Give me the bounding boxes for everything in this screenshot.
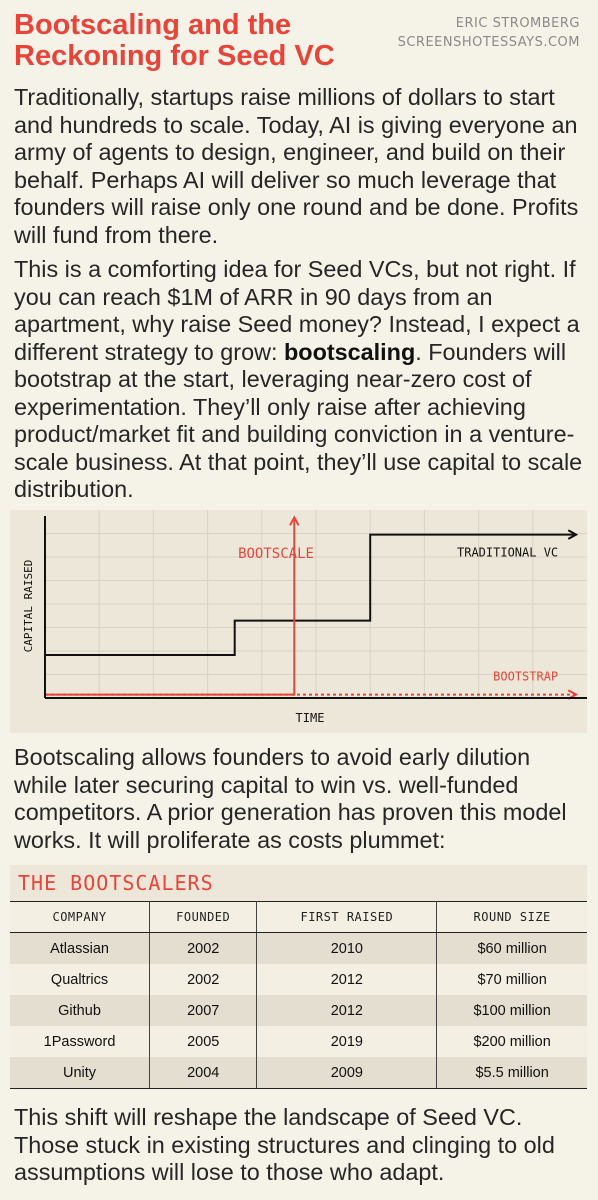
series-line-traditional-vc [45,533,577,656]
column-header-founded: FOUNDED [149,901,258,933]
cell-first-raised: 2012 [256,964,438,995]
arrowhead-icon [567,529,579,540]
cell-founded: 2007 [149,995,258,1026]
thesis-text-start: This is a comforting idea for Seed VCs, … [14,256,580,365]
annotation-bootscale: BOOTSCALE [238,546,314,562]
cell-round-size: $70 million [436,964,587,995]
column-header-round-size: ROUND SIZE [436,901,587,933]
cell-company: Atlassian [10,932,151,964]
paragraph-evidence: Bootscaling allows founders to avoid ear… [14,744,567,853]
cell-round-size: $60 million [436,932,587,964]
chart-svg: TIME CAPITAL RAISED BOOTSCALE TRADITIONA… [22,510,587,725]
byline: ERIC STROMBERG SCREENSHOTESSAYS.COM [398,14,580,52]
cell-round-size: $200 million [436,1026,587,1057]
bootscalers-table: COMPANY FOUNDED FIRST RAISED ROUND SIZE … [10,901,587,1089]
cell-first-raised: 2009 [256,1057,438,1089]
cell-first-raised: 2010 [256,932,438,964]
header: Bootscaling and the Reckoning for Seed V… [0,0,598,76]
cell-company: Qualtrics [10,964,151,995]
cell-founded: 2005 [149,1026,258,1057]
column-header-company: COMPANY [10,901,151,933]
chart-grid [45,510,587,698]
cell-founded: 2004 [149,1057,258,1089]
site-link[interactable]: SCREENSHOTESSAYS.COM [397,35,580,50]
cell-founded: 2002 [149,964,258,995]
table-header-row: COMPANY FOUNDED FIRST RAISED ROUND SIZE [10,901,587,933]
cell-company: Unity [10,1057,151,1089]
page-title: Bootscaling and the Reckoning for Seed V… [14,9,335,72]
chart-axes [44,516,587,699]
arrowhead-icon [289,515,300,526]
series-label-bootstrap: BOOTSTRAP [493,670,558,684]
cell-round-size: $100 million [436,995,587,1026]
cell-company: 1Password [10,1026,151,1057]
paragraph-thesis: This is a comforting idea for Seed VCs, … [0,256,598,504]
author-name: ERIC STROMBERG [455,16,580,31]
thesis-text-end: . Founders will bootstrap at the start, … [14,338,583,503]
table-row: Atlassian 2002 2010 $60 million [10,932,587,964]
table-row: 1Password 2005 2019 $200 million [10,1026,587,1057]
series-line-bootscale [45,517,296,696]
capital-chart: TIME CAPITAL RAISED BOOTSCALE TRADITIONA… [10,510,587,733]
table-row: Github 2007 2012 $100 million [10,995,587,1026]
paragraph-conclusion: This shift will reshape the landscape of… [14,1104,555,1185]
table-row: Qualtrics 2002 2012 $70 million [10,964,587,995]
chart-series [45,515,579,700]
cell-company: Github [10,995,151,1026]
paragraph-intro: Traditionally, startups raise millions o… [14,84,579,248]
table-title: THE BOOTSCALERS [18,871,214,895]
column-header-first-raised: FIRST RAISED [256,901,438,933]
x-axis-label: TIME [296,711,325,725]
cell-founded: 2002 [149,932,258,964]
cell-round-size: $5.5 million [436,1057,587,1089]
bootscalers-table-panel: THE BOOTSCALERS COMPANY FOUNDED FIRST RA… [10,865,587,1089]
cell-first-raised: 2019 [256,1026,438,1057]
thesis-keyword: bootscaling [284,338,416,365]
table-row: Unity 2004 2009 $5.5 million [10,1057,587,1089]
series-label-traditional-vc: TRADITIONAL VC [457,546,558,560]
y-axis-label: CAPITAL RAISED [22,560,35,653]
cell-first-raised: 2012 [256,995,438,1026]
